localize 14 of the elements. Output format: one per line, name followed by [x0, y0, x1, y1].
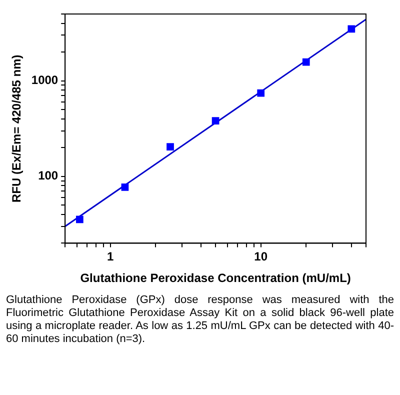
text: Glutathione Peroxidase (GPx) dose response was measured with the Fluorimetric Glutathione Peroxidase Assay Kit on a solid black 96-well plate using a microplate reader. As low as 1.25 mU/mL GPx can be detected with 40-60 minutes incubation (n=3). [6, 294, 394, 346]
point [166, 143, 174, 150]
x-tick-label: 1 [107, 250, 114, 264]
x-axis-title: Glutathione Peroxidase Concentration (mU/mL) [80, 271, 351, 286]
point [212, 117, 220, 124]
point [257, 89, 265, 97]
point [76, 216, 84, 224]
point [348, 25, 356, 33]
point [121, 184, 129, 191]
y-tick-label: 1000 [31, 73, 58, 88]
x-tick-label: 10 [254, 250, 268, 264]
y-tick-label: 100 [38, 168, 58, 183]
y-axis-title: RFU (Ex/Em= 420/485 nm) [10, 54, 24, 202]
point [302, 58, 310, 66]
